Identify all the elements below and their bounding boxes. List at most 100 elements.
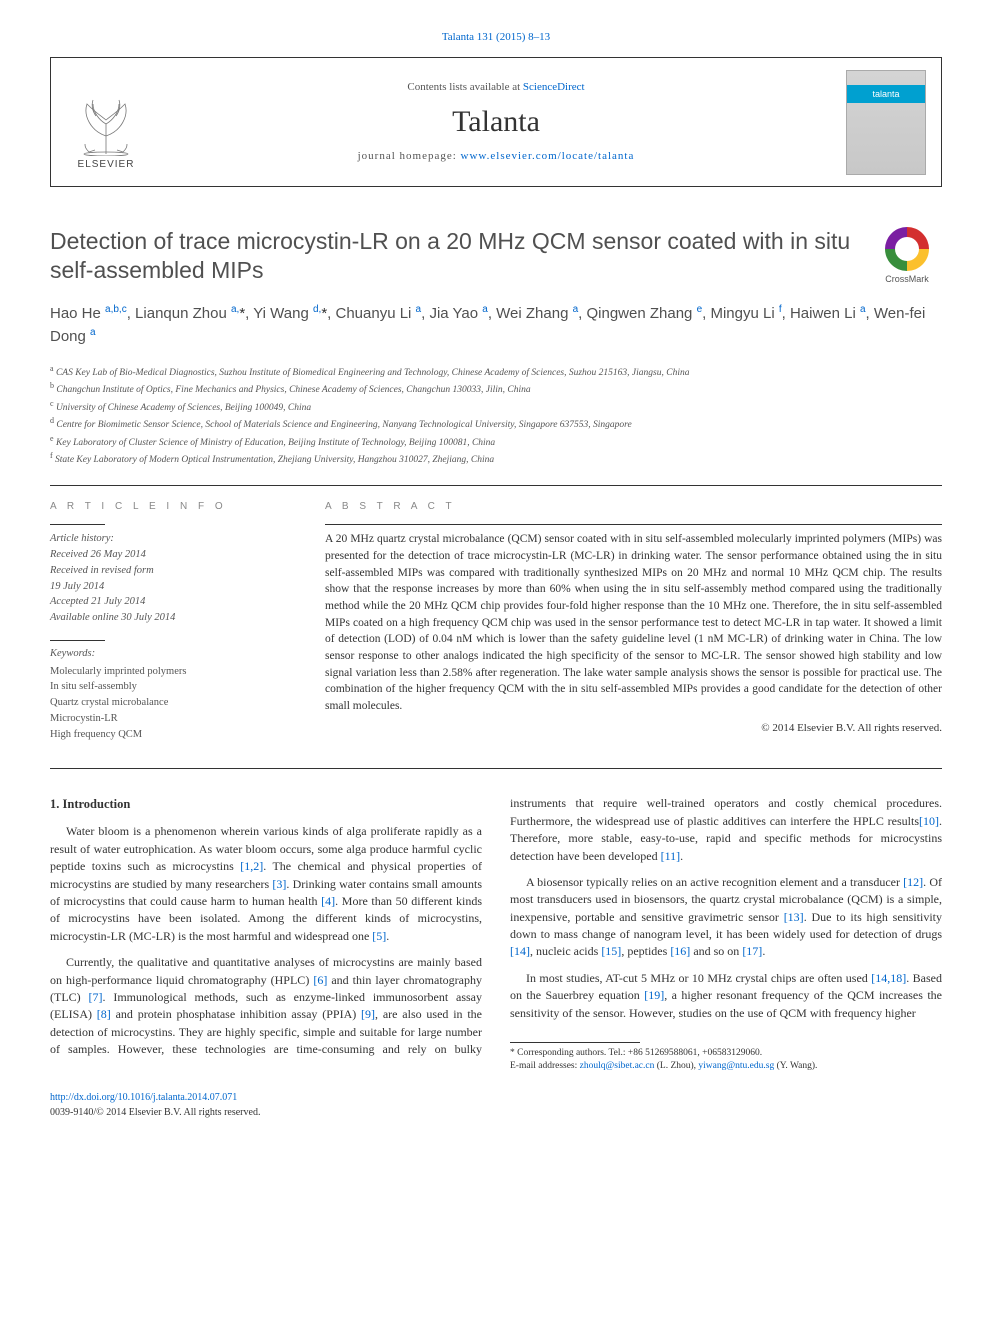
citation-link[interactable]: [5] (372, 929, 386, 943)
journal-citation-link[interactable]: Talanta 131 (2015) 8–13 (442, 31, 550, 43)
homepage-prefix: journal homepage: (358, 150, 461, 162)
divider-top (50, 485, 942, 486)
citation-link[interactable]: [14,18] (871, 971, 906, 985)
cover-banner-text: talanta (847, 85, 925, 103)
citation-link[interactable]: [19] (644, 988, 664, 1002)
citation-link[interactable]: [8] (97, 1007, 111, 1021)
citation-link[interactable]: [16] (670, 944, 690, 958)
journal-header-center: Contents lists available at ScienceDirec… (161, 58, 831, 186)
elsevier-tree-icon (71, 86, 141, 156)
title-row: Detection of trace microcystin-LR on a 2… (50, 227, 942, 286)
article-title: Detection of trace microcystin-LR on a 2… (50, 227, 852, 285)
keywords-heading: Keywords: (50, 647, 295, 662)
crossmark-icon (885, 227, 929, 271)
body-text: , peptides (621, 944, 670, 958)
journal-homepage-line: journal homepage: www.elsevier.com/locat… (358, 149, 635, 164)
affiliation: b Changchun Institute of Optics, Fine Me… (50, 380, 942, 397)
abstract-column: A B S T R A C T A 20 MHz quartz crystal … (325, 500, 942, 742)
publisher-logo-cell: ELSEVIER (51, 58, 161, 186)
body-text: A biosensor typically relies on an activ… (526, 875, 903, 889)
body-text: . (386, 929, 389, 943)
citation-link[interactable]: [4] (321, 894, 335, 908)
history-line: 19 July 2014 (50, 579, 295, 595)
info-rule-1 (50, 524, 105, 525)
bottom-meta: http://dx.doi.org/10.1016/j.talanta.2014… (50, 1090, 942, 1120)
citation-link[interactable]: [17] (742, 944, 762, 958)
keyword: Quartz crystal microbalance (50, 695, 295, 711)
keyword: High frequency QCM (50, 727, 295, 743)
affiliations-block: a CAS Key Lab of Bio-Medical Diagnostics… (50, 363, 942, 467)
abstract-rule (325, 524, 942, 525)
journal-cover-thumbnail[interactable]: talanta (846, 70, 926, 175)
body-text: and protein phosphatase inhibition assay… (111, 1007, 361, 1021)
journal-homepage-link[interactable]: www.elsevier.com/locate/talanta (461, 150, 635, 162)
corresponding-author-note: * Corresponding authors. Tel.: +86 51269… (510, 1047, 942, 1060)
article-history: Article history: Received 26 May 2014 Re… (50, 531, 295, 626)
publisher-name: ELSEVIER (78, 158, 135, 172)
affiliation: f State Key Laboratory of Modern Optical… (50, 450, 942, 467)
citation-link[interactable]: [6] (313, 973, 327, 987)
body-text: . (680, 849, 683, 863)
doi-link[interactable]: http://dx.doi.org/10.1016/j.talanta.2014… (50, 1092, 237, 1103)
citation-link[interactable]: [15] (601, 944, 621, 958)
contents-prefix: Contents lists available at (407, 81, 522, 93)
email-link[interactable]: yiwang@ntu.edu.sg (698, 1061, 774, 1071)
journal-cover-cell: talanta (831, 58, 941, 186)
citation-link[interactable]: [13] (784, 910, 804, 924)
email-who: (Y. Wang). (774, 1061, 817, 1071)
citation-link[interactable]: [12] (903, 875, 923, 889)
body-paragraph: A biosensor typically relies on an activ… (510, 874, 942, 961)
citation-link[interactable]: [7] (89, 990, 103, 1004)
keyword: Molecularly imprinted polymers (50, 664, 295, 680)
footnote-rule (510, 1042, 640, 1043)
citation-link[interactable]: [9] (361, 1007, 375, 1021)
elsevier-logo[interactable]: ELSEVIER (66, 72, 146, 172)
abstract-copyright: © 2014 Elsevier B.V. All rights reserved… (325, 721, 942, 736)
citation-link[interactable]: [11] (661, 849, 681, 863)
body-paragraph: In most studies, AT-cut 5 MHz or 10 MHz … (510, 970, 942, 1022)
body-columns: 1. Introduction Water bloom is a phenome… (50, 795, 942, 1073)
article-info-heading: A R T I C L E I N F O (50, 500, 295, 514)
history-line: Available online 30 July 2014 (50, 610, 295, 626)
keyword: In situ self-assembly (50, 679, 295, 695)
keywords-list: Molecularly imprinted polymers In situ s… (50, 664, 295, 743)
history-line: Received in revised form (50, 563, 295, 579)
footnotes: * Corresponding authors. Tel.: +86 51269… (510, 1047, 942, 1074)
crossmark-badge[interactable]: CrossMark (872, 227, 942, 286)
abstract-heading: A B S T R A C T (325, 500, 942, 514)
email-label: E-mail addresses: (510, 1061, 580, 1071)
affiliation: e Key Laboratory of Cluster Science of M… (50, 433, 942, 450)
citation-link[interactable]: [3] (272, 877, 286, 891)
body-text: , nucleic acids (530, 944, 601, 958)
affiliation: c University of Chinese Academy of Scien… (50, 398, 942, 415)
body-text: . (762, 944, 765, 958)
section-1-heading: 1. Introduction (50, 795, 482, 813)
article-info-column: A R T I C L E I N F O Article history: R… (50, 500, 295, 742)
history-line: Received 26 May 2014 (50, 547, 295, 563)
citation-link[interactable]: [1,2] (240, 859, 263, 873)
email-link[interactable]: zhoulq@sibet.ac.cn (580, 1061, 655, 1071)
journal-citation: Talanta 131 (2015) 8–13 (50, 30, 942, 45)
history-heading: Article history: (50, 531, 295, 547)
issn-copyright: 0039-9140/© 2014 Elsevier B.V. All right… (50, 1107, 260, 1118)
body-text: and so on (690, 944, 742, 958)
body-text: . Immunological methods, such as enzyme-… (103, 990, 457, 1004)
email-line: E-mail addresses: zhoulq@sibet.ac.cn (L.… (510, 1060, 942, 1073)
authors-line: Hao He a,b,c, Lianqun Zhou a,*, Yi Wang … (50, 302, 942, 349)
info-abstract-row: A R T I C L E I N F O Article history: R… (50, 500, 942, 742)
citation-link[interactable]: [14] (510, 944, 530, 958)
body-paragraph: Water bloom is a phenomenon wherein vari… (50, 823, 482, 945)
history-line: Accepted 21 July 2014 (50, 594, 295, 610)
keyword: Microcystin-LR (50, 711, 295, 727)
citation-link[interactable]: [10] (919, 814, 939, 828)
body-text: In most studies, AT-cut 5 MHz or 10 MHz … (526, 971, 871, 985)
affiliation: a CAS Key Lab of Bio-Medical Diagnostics… (50, 363, 942, 380)
sciencedirect-link[interactable]: ScienceDirect (523, 81, 585, 93)
contents-list-line: Contents lists available at ScienceDirec… (407, 80, 584, 95)
journal-title: Talanta (452, 101, 540, 143)
crossmark-label: CrossMark (885, 273, 929, 286)
journal-header: ELSEVIER Contents lists available at Sci… (50, 57, 942, 187)
affiliation: d Centre for Biomimetic Sensor Science, … (50, 415, 942, 432)
info-rule-2 (50, 640, 105, 641)
abstract-text: A 20 MHz quartz crystal microbalance (QC… (325, 531, 942, 714)
